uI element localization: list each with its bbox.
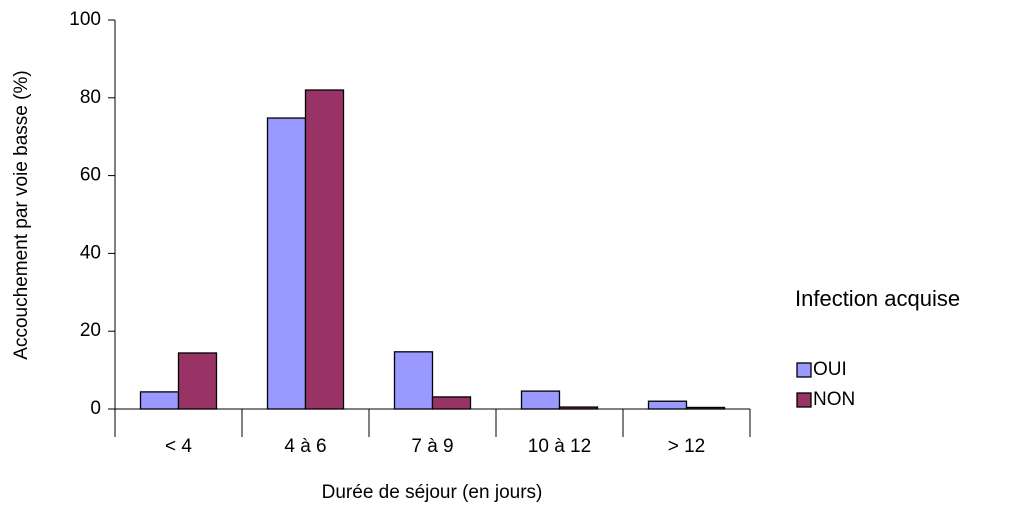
x-axis-label: Durée de séjour (en jours) [322, 482, 543, 503]
y-tick-label: 60 [80, 165, 101, 186]
bar [685, 406, 726, 410]
x-tick-label: 4 à 6 [284, 436, 326, 457]
y-axis-label: Accouchement par voie basse (%) [11, 70, 32, 359]
y-tick-label: 100 [69, 9, 101, 30]
x-tick-label: > 12 [668, 436, 706, 457]
legend-swatch [796, 362, 812, 378]
x-tick-label: 10 à 12 [528, 436, 591, 457]
bar [520, 390, 561, 410]
legend-title: Infection acquise [795, 286, 960, 311]
bar [177, 352, 218, 410]
bar [266, 117, 307, 410]
x-tick-label: 7 à 9 [411, 436, 453, 457]
legend-label: NON [813, 389, 855, 410]
y-tick-label: 80 [80, 87, 101, 108]
bar [647, 400, 688, 410]
bar [558, 406, 599, 410]
legend-swatch [796, 392, 812, 408]
bar [304, 89, 345, 410]
y-tick-label: 40 [80, 242, 101, 263]
bar [431, 396, 472, 410]
y-tick-label: 0 [90, 398, 101, 419]
y-tick-label: 20 [80, 320, 101, 341]
bar [139, 391, 180, 410]
legend-label: OUI [813, 359, 847, 380]
x-tick-label: < 4 [165, 436, 192, 457]
bar [393, 351, 434, 410]
